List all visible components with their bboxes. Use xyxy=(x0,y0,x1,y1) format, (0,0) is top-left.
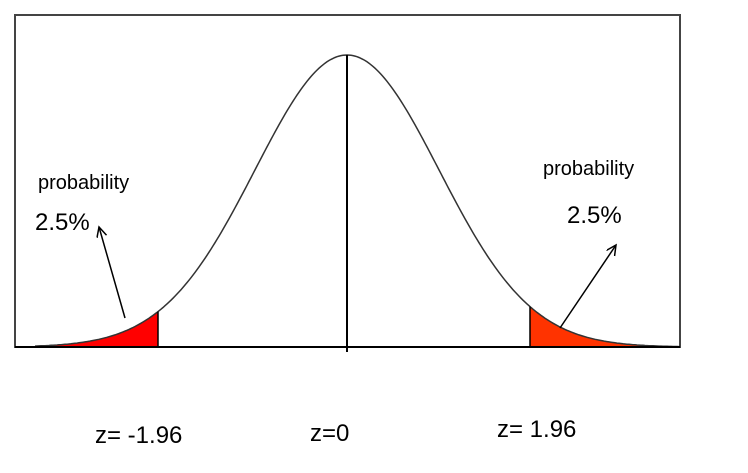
z-right-label: z= 1.96 xyxy=(497,416,576,443)
z-left-label: z= -1.96 xyxy=(95,422,182,449)
right-tail-label: probability xyxy=(543,158,634,180)
left-tail-area xyxy=(35,311,158,347)
left-arrow xyxy=(99,227,126,319)
z-center-label: z=0 xyxy=(310,420,349,447)
normal-curve xyxy=(34,54,680,348)
right-tail-area xyxy=(530,306,680,347)
left-tail-value: 2.5% xyxy=(35,209,90,236)
right-tail-value: 2.5% xyxy=(567,202,622,229)
left-tail-label: probability xyxy=(38,172,129,194)
right-arrow xyxy=(559,245,616,329)
